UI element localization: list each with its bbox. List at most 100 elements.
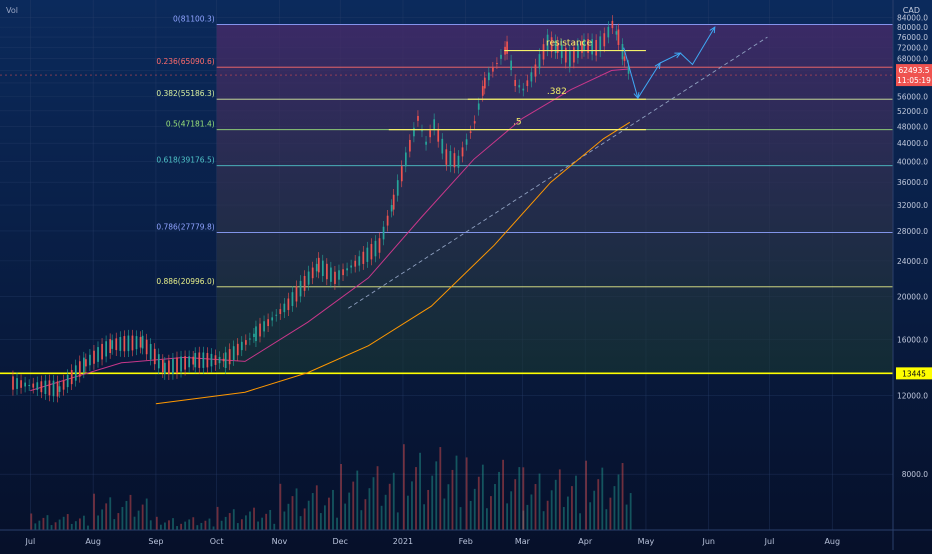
volume-bar	[340, 464, 342, 530]
volume-bar	[311, 493, 314, 530]
candle-body	[477, 103, 480, 110]
volume-bar	[609, 497, 612, 530]
volume-bar	[265, 513, 268, 530]
volume-bar	[307, 500, 310, 530]
volume-bar	[159, 524, 162, 530]
candle-body	[295, 286, 298, 302]
candle-body	[139, 337, 142, 348]
volume-bar	[216, 506, 219, 530]
candle-body	[62, 380, 65, 390]
fibonacci-zone	[216, 24, 893, 374]
volume-bar	[93, 493, 95, 530]
candle-body	[85, 359, 87, 367]
candle-body	[404, 152, 407, 167]
x-tick-label: Feb	[459, 537, 473, 546]
candle-body	[176, 357, 178, 373]
y-tick-label: 28000.0	[897, 227, 928, 236]
candle-body	[56, 381, 59, 397]
y-tick-label: 8000.0	[902, 470, 928, 479]
x-tick-label: Jul	[25, 537, 36, 546]
volume-bar	[83, 515, 85, 530]
volume-bar	[518, 467, 521, 530]
candle-body	[581, 41, 583, 53]
volume-bar	[46, 515, 49, 530]
candle-body	[510, 60, 512, 71]
volume-bar	[522, 510, 525, 530]
y-tick-label: 76000.0	[897, 33, 928, 42]
x-tick-label: Oct	[210, 537, 224, 546]
candle-body	[36, 382, 39, 391]
candle-body	[232, 346, 235, 360]
volume-bar	[415, 467, 417, 530]
x-tick-label: Sep	[148, 537, 163, 546]
volume-bar	[196, 525, 199, 530]
y-tick-label: 16000.0	[897, 336, 928, 345]
volume-bar	[380, 505, 383, 530]
volume-bar	[208, 518, 211, 530]
volume-bar	[249, 511, 251, 530]
candle-body	[457, 155, 460, 168]
volume-bar	[621, 463, 624, 530]
volume-bar	[168, 520, 170, 530]
candle-body	[66, 375, 69, 388]
volume-bar	[376, 466, 379, 530]
volume-bar	[291, 496, 294, 530]
volume-bar	[605, 509, 608, 530]
volume-bar	[473, 488, 476, 530]
volume-bar	[129, 494, 132, 530]
volume-bar	[575, 475, 577, 530]
candle-body	[48, 380, 51, 396]
volume-bar	[431, 475, 434, 530]
y-tick-label: 32000.0	[897, 201, 928, 210]
candle-body	[283, 303, 286, 313]
candle-body	[157, 354, 160, 369]
candle-body	[382, 226, 385, 240]
candle-body	[164, 362, 166, 374]
candle-body	[214, 355, 217, 365]
volume-bar	[485, 508, 488, 530]
candle-body	[287, 298, 290, 311]
volume-bar	[481, 464, 484, 530]
candle-body	[153, 348, 156, 365]
fib-one-price-label: 13445	[902, 369, 926, 378]
candle-body	[317, 257, 320, 273]
candle-body	[168, 360, 170, 375]
candle-body	[560, 44, 563, 58]
volume-bar	[542, 511, 545, 530]
candle-body	[44, 380, 47, 395]
candle-body	[550, 37, 553, 52]
candle-body	[488, 72, 490, 81]
volume-bar	[372, 477, 375, 530]
volume-bar	[78, 518, 81, 530]
volume-bar	[593, 490, 596, 530]
candle-body	[259, 323, 261, 337]
volume-bar	[34, 523, 37, 530]
candle-body	[16, 378, 18, 389]
x-tick-label: Mar	[515, 537, 531, 546]
fib-level-label: 0.886(20996.0)	[156, 277, 214, 286]
candle-body	[500, 54, 502, 59]
candle-body	[587, 38, 589, 53]
volume-bar	[176, 526, 178, 530]
trend-line	[348, 36, 768, 309]
candle-body	[569, 51, 571, 67]
candle-body	[236, 343, 239, 356]
candle-body	[611, 20, 614, 29]
volume-bar	[66, 514, 69, 530]
volume-bar	[396, 512, 399, 530]
candle-body	[591, 39, 593, 55]
candle-body	[441, 138, 444, 154]
candle-body	[538, 54, 541, 69]
volume-bar	[443, 498, 446, 530]
candle-body	[127, 335, 130, 352]
volume-bar	[419, 452, 421, 530]
candle-body	[97, 347, 99, 362]
projection-arrowhead	[633, 92, 640, 100]
volume-bar	[402, 444, 405, 530]
y-tick-label: 68000.0	[897, 55, 928, 64]
candle-body	[421, 130, 423, 132]
candle-body	[518, 85, 521, 88]
candle-body	[542, 44, 545, 60]
